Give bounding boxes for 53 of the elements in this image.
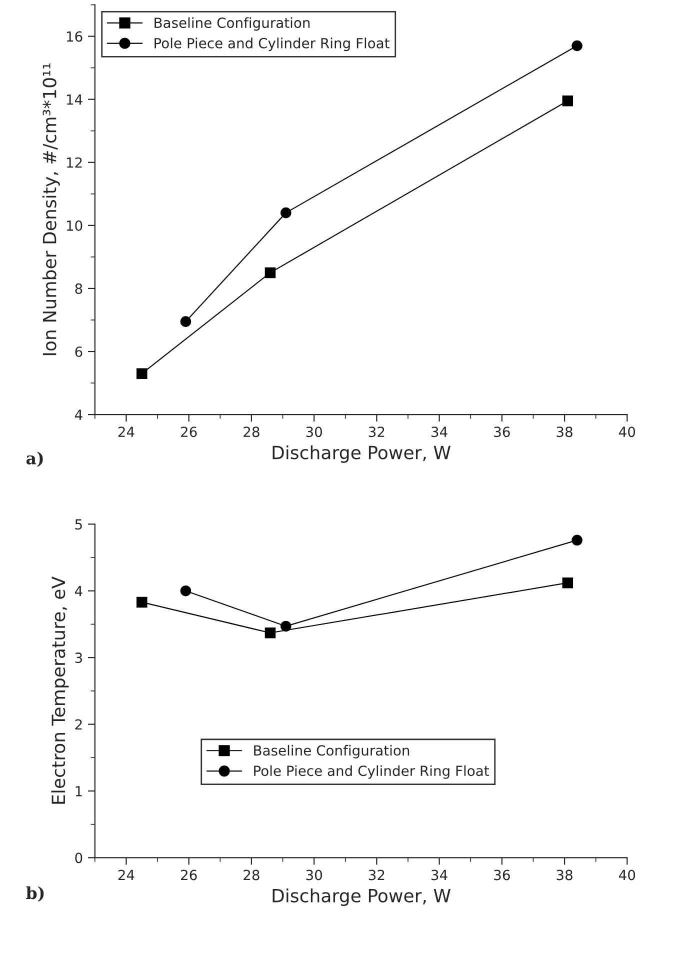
x-tick-label: 40 <box>618 870 636 880</box>
y-tick-label: 2 <box>75 719 82 730</box>
x-tick-label: 38 <box>556 426 572 438</box>
text: a) <box>26 452 43 467</box>
y-tick-label: 5 <box>75 519 82 530</box>
x-tick-label: 38 <box>556 870 572 880</box>
y-tick-label: 6 <box>75 346 82 357</box>
x-tick-label: 28 <box>244 870 260 880</box>
legend-label: Baseline Configuration <box>154 17 310 31</box>
y-tick-label: 4 <box>74 586 82 596</box>
x-tick-label: 26 <box>181 870 197 880</box>
y-axis-title: Electron Temperature, eV <box>51 576 69 804</box>
point <box>562 577 574 588</box>
point <box>180 316 192 327</box>
x-tick-label: 34 <box>432 426 448 438</box>
y-axis-title: Ion Number Density, #/cm³*10¹¹ <box>42 63 60 356</box>
text: b) <box>26 886 44 902</box>
y-tick-label: 0 <box>75 852 82 864</box>
y-tick-label: 1 <box>76 786 82 796</box>
x-tick-label: 24 <box>118 426 134 437</box>
x-tick-label: 30 <box>306 426 322 438</box>
point <box>280 207 292 218</box>
x-axis-title: Discharge Power, W <box>272 888 450 906</box>
y-tick-label: 8 <box>75 283 82 294</box>
point <box>572 534 582 546</box>
x-tick-label: 40 <box>618 426 636 438</box>
point <box>280 620 292 632</box>
y-tick-label: 16 <box>66 31 82 42</box>
point <box>264 628 276 638</box>
point <box>264 267 276 278</box>
legend-label: Pole Piece and Cylinder Ring Float <box>154 38 390 52</box>
x-tick-label: 26 <box>181 426 197 438</box>
x-tick-label: 24 <box>118 870 134 880</box>
point <box>180 585 192 596</box>
x-axis-title: Discharge Power, W <box>272 445 450 463</box>
y-tick-label: 14 <box>66 94 82 105</box>
x-tick-label: 34 <box>432 870 448 880</box>
y-tick-label: 10 <box>66 220 82 231</box>
point <box>562 96 574 106</box>
point <box>136 596 148 608</box>
y-tick-label: 3 <box>75 652 82 664</box>
x-tick-label: 28 <box>244 426 260 438</box>
point <box>572 40 582 52</box>
legend-label: Pole Piece and Cylinder Ring Float <box>254 765 489 779</box>
x-tick-label: 36 <box>494 426 510 438</box>
point <box>136 368 148 379</box>
x-tick-label: 36 <box>494 870 510 880</box>
x-tick-label: 32 <box>368 426 384 438</box>
x-tick-label: 32 <box>368 870 384 880</box>
y-tick-label: 4 <box>74 410 82 420</box>
y-tick-label: 12 <box>66 157 82 168</box>
legend-label: Baseline Configuration <box>254 744 410 758</box>
x-tick-label: 30 <box>306 870 322 880</box>
